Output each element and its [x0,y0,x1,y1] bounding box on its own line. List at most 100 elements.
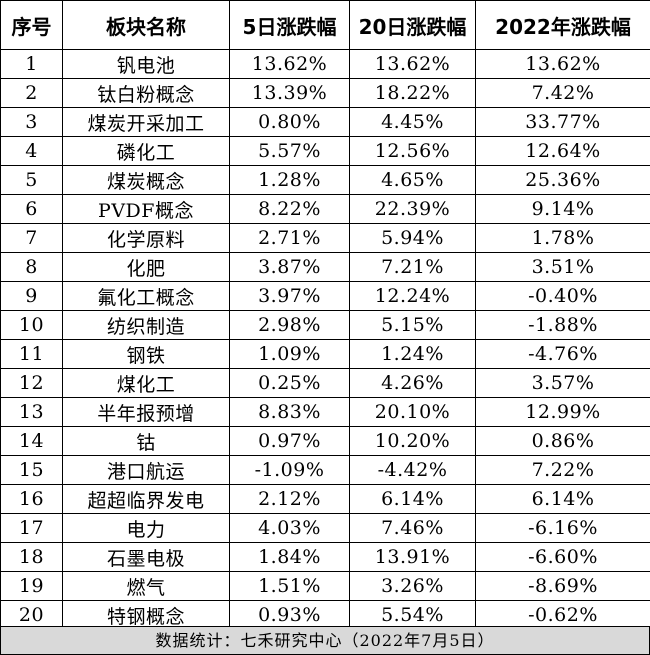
row-index-cell: 9 [0,281,63,311]
change-2022-cell: 1.78% [475,223,650,253]
row-index-cell: 19 [0,571,63,601]
table-row: 11 钢铁 1.09% 1.24% -4.76% [0,339,650,369]
sector-name-cell: 港口航运 [62,455,230,485]
table-row: 5 煤炭概念 1.28% 4.65% 25.36% [0,165,650,195]
change-20day-cell: 18.22% [349,78,476,108]
change-2022-cell: -6.60% [475,542,650,572]
change-2022-cell: 6.14% [475,484,650,514]
change-20day-cell: 5.54% [349,600,476,630]
header-sector-name: 板块名称 [62,0,230,50]
table-row: 17 电力 4.03% 7.46% -6.16% [0,513,650,543]
table-row: 18 石墨电极 1.84% 13.91% -6.60% [0,542,650,572]
change-20day-cell: 7.46% [349,513,476,543]
change-2022-cell: 13.62% [475,49,650,79]
table-row: 14 钴 0.97% 10.20% 0.86% [0,426,650,456]
row-index-cell: 17 [0,513,63,543]
row-index-cell: 18 [0,542,63,572]
header-20day-change: 20日涨跌幅 [349,0,476,50]
sector-name-cell: 煤化工 [62,368,230,398]
sector-name-cell: 煤炭开采加工 [62,107,230,137]
table-row: 20 特钢概念 0.93% 5.54% -0.62% [0,600,650,630]
change-5day-cell: 4.03% [229,513,350,543]
change-5day-cell: 1.28% [229,165,350,195]
sector-name-cell: 石墨电极 [62,542,230,572]
change-20day-cell: 5.94% [349,223,476,253]
change-2022-cell: 33.77% [475,107,650,137]
change-2022-cell: -4.76% [475,339,650,369]
table-row: 3 煤炭开采加工 0.80% 4.45% 33.77% [0,107,650,137]
change-2022-cell: -1.88% [475,310,650,340]
change-2022-cell: -6.16% [475,513,650,543]
change-5day-cell: -1.09% [229,455,350,485]
sector-name-cell: 煤炭概念 [62,165,230,195]
change-20day-cell: 1.24% [349,339,476,369]
row-index-cell: 7 [0,223,63,253]
change-20day-cell: 4.65% [349,165,476,195]
change-2022-cell: 7.22% [475,455,650,485]
change-5day-cell: 2.98% [229,310,350,340]
change-20day-cell: 3.26% [349,571,476,601]
sector-name-cell: 燃气 [62,571,230,601]
row-index-cell: 4 [0,136,63,166]
change-20day-cell: 13.62% [349,49,476,79]
change-5day-cell: 1.84% [229,542,350,572]
change-20day-cell: 13.91% [349,542,476,572]
change-5day-cell: 3.87% [229,252,350,282]
sector-name-cell: 超超临界发电 [62,484,230,514]
row-index-cell: 6 [0,194,63,224]
sector-name-cell: 化学原料 [62,223,230,253]
table-row: 10 纺织制造 2.98% 5.15% -1.88% [0,310,650,340]
table-body: 1 钒电池 13.62% 13.62% 13.62% 2 钛白粉概念 13.39% 18.22%… [0,49,650,630]
sector-name-cell: 磷化工 [62,136,230,166]
table-row: 19 燃气 1.51% 3.26% -8.69% [0,571,650,601]
change-20day-cell: 10.20% [349,426,476,456]
change-20day-cell: -4.42% [349,455,476,485]
change-20day-cell: 6.14% [349,484,476,514]
table-row: 16 超超临界发电 2.12% 6.14% 6.14% [0,484,650,514]
sector-name-cell: 电力 [62,513,230,543]
change-5day-cell: 0.25% [229,368,350,398]
row-index-cell: 15 [0,455,63,485]
row-index-cell: 16 [0,484,63,514]
row-index-cell: 11 [0,339,63,369]
header-5day-change: 5日涨跌幅 [229,0,350,50]
table-row: 13 半年报预增 8.83% 20.10% 12.99% [0,397,650,427]
change-5day-cell: 2.12% [229,484,350,514]
row-index-cell: 3 [0,107,63,137]
table-row: 12 煤化工 0.25% 4.26% 3.57% [0,368,650,398]
table-row: 6 PVDF概念 8.22% 22.39% 9.14% [0,194,650,224]
change-5day-cell: 3.97% [229,281,350,311]
change-5day-cell: 1.09% [229,339,350,369]
table-row: 1 钒电池 13.62% 13.62% 13.62% [0,49,650,79]
row-index-cell: 1 [0,49,63,79]
sector-name-cell: PVDF概念 [62,194,230,224]
change-20day-cell: 12.56% [349,136,476,166]
change-2022-cell: 3.51% [475,252,650,282]
sector-name-cell: 半年报预增 [62,397,230,427]
change-2022-cell: 9.14% [475,194,650,224]
header-2022-change: 2022年涨跌幅 [475,0,650,50]
change-2022-cell: 12.99% [475,397,650,427]
row-index-cell: 5 [0,165,63,195]
change-5day-cell: 2.71% [229,223,350,253]
change-5day-cell: 0.80% [229,107,350,137]
sector-name-cell: 特钢概念 [62,600,230,630]
change-20day-cell: 7.21% [349,252,476,282]
change-5day-cell: 13.62% [229,49,350,79]
row-index-cell: 12 [0,368,63,398]
row-index-cell: 20 [0,600,63,630]
change-2022-cell: 7.42% [475,78,650,108]
change-20day-cell: 20.10% [349,397,476,427]
sector-name-cell: 钛白粉概念 [62,78,230,108]
change-5day-cell: 8.83% [229,397,350,427]
change-5day-cell: 5.57% [229,136,350,166]
change-20day-cell: 5.15% [349,310,476,340]
table-row: 2 钛白粉概念 13.39% 18.22% 7.42% [0,78,650,108]
change-2022-cell: 12.64% [475,136,650,166]
row-index-cell: 10 [0,310,63,340]
row-index-cell: 14 [0,426,63,456]
table-row: 8 化肥 3.87% 7.21% 3.51% [0,252,650,282]
change-2022-cell: -0.62% [475,600,650,630]
change-2022-cell: 0.86% [475,426,650,456]
change-2022-cell: -0.40% [475,281,650,311]
